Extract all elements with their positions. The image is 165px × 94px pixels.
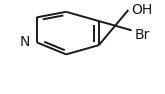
Text: OH: OH bbox=[132, 3, 153, 17]
Text: N: N bbox=[20, 35, 30, 49]
Text: Br: Br bbox=[135, 28, 150, 42]
